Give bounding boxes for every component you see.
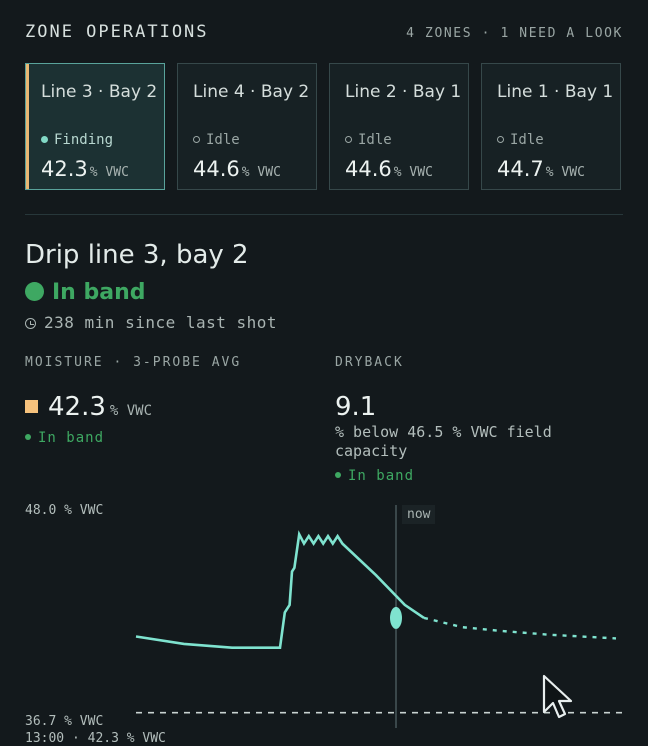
zone-name: Line 1 · Bay 1	[497, 82, 614, 102]
moisture-value: 42.3% VWC	[25, 392, 152, 422]
divider	[25, 214, 623, 215]
zone-card-line-1-bay-1[interactable]: Line 1 · Bay 1 Idle 44.7% VWC	[481, 63, 621, 190]
status-dot-icon	[345, 136, 352, 143]
zones-summary: 4 ZONES · 1 NEED A LOOK	[406, 26, 623, 41]
zone-status: Finding	[41, 132, 113, 148]
observed-line	[135, 530, 425, 649]
dryback-band-status: In band	[335, 468, 414, 484]
zone-name: Line 2 · Bay 1	[345, 82, 462, 102]
since-last-shot: 238 min since last shot	[25, 313, 277, 332]
now-label: now	[402, 505, 436, 524]
status-dot-icon	[25, 282, 44, 301]
zone-card-line-2-bay-1[interactable]: Line 2 · Bay 1 Idle 44.6% VWC	[329, 63, 469, 190]
status-dot-icon	[41, 136, 48, 143]
moisture-band-status: In band	[25, 430, 104, 446]
dryback-value: 9.1	[335, 392, 377, 422]
series-swatch	[25, 400, 38, 413]
now-point	[390, 606, 402, 629]
dryback-description: % below 46.5 % VWC field capacity	[335, 423, 552, 460]
band-status: In band	[25, 280, 146, 305]
y-axis-top-label: 48.0 % VWC	[25, 503, 104, 518]
mouse-cursor-icon	[542, 674, 573, 719]
status-dot-icon	[193, 136, 200, 143]
dryback-label: DRYBACK	[335, 355, 404, 370]
zone-name: Line 4 · Bay 2	[193, 82, 310, 102]
clock-icon	[25, 318, 36, 329]
zone-card-line-4-bay-2[interactable]: Line 4 · Bay 2 Idle 44.6% VWC	[177, 63, 317, 190]
status-dot-icon	[497, 136, 504, 143]
detail-title: Drip line 3, bay 2	[25, 240, 249, 270]
moisture-label: MOISTURE · 3-PROBE AVG	[25, 355, 242, 370]
y-axis-bottom-label: 36.7 % VWC	[25, 714, 104, 729]
forecast-line	[423, 616, 617, 640]
zone-status: Idle	[345, 132, 392, 148]
zone-moisture: 42.3% VWC	[41, 157, 129, 181]
zone-status: Idle	[497, 132, 544, 148]
header-title: ZONE OPERATIONS	[25, 22, 209, 42]
zone-moisture: 44.7% VWC	[497, 157, 585, 181]
zone-moisture: 44.6% VWC	[193, 157, 281, 181]
zone-moisture: 44.6% VWC	[345, 157, 433, 181]
zone-status: Idle	[193, 132, 240, 148]
zone-card-line-3-bay-2[interactable]: Line 3 · Bay 2 Finding 42.3% VWC	[25, 63, 165, 190]
zone-name: Line 3 · Bay 2	[41, 82, 158, 102]
